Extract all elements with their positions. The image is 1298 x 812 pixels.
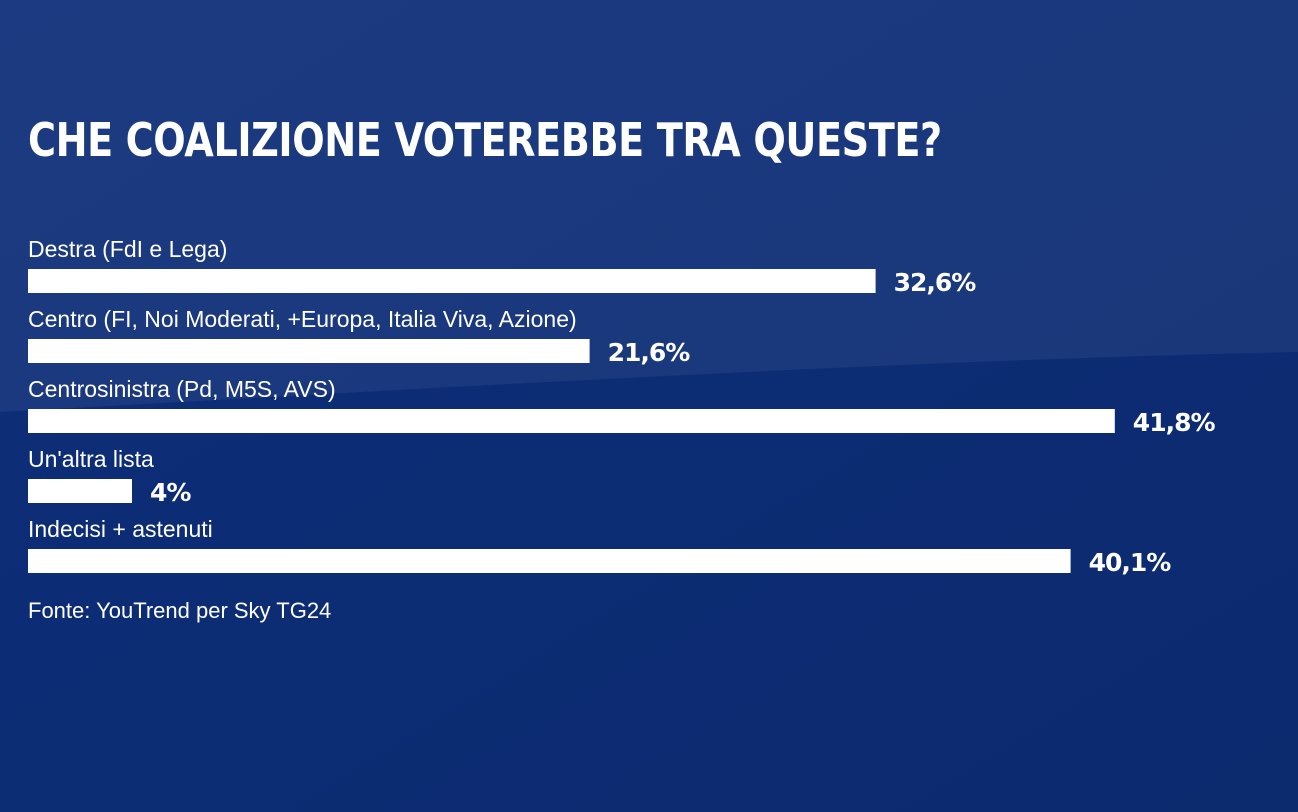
category-label: Centro (FI, Noi Moderati, +Europa, Itali… <box>28 306 577 332</box>
bar <box>28 339 590 363</box>
chart-source: Fonte: YouTrend per Sky TG24 <box>28 598 332 623</box>
category-label: Indecisi + astenuti <box>28 516 213 542</box>
bar <box>28 269 876 293</box>
category-label: Un'altra lista <box>28 446 154 472</box>
category-label: Destra (FdI e Lega) <box>28 236 227 262</box>
value-label: 32,6% <box>894 268 977 297</box>
category-label: Centrosinistra (Pd, M5S, AVS) <box>28 376 336 402</box>
bar <box>28 479 132 503</box>
value-label: 21,6% <box>608 338 691 367</box>
value-label: 41,8% <box>1133 408 1216 437</box>
bar <box>28 409 1115 433</box>
chart-title: CHE COALIZIONE VOTEREBBE TRA QUESTE? <box>28 113 942 167</box>
value-label: 4% <box>150 478 191 507</box>
value-label: 40,1% <box>1089 548 1172 577</box>
bar <box>28 549 1071 573</box>
